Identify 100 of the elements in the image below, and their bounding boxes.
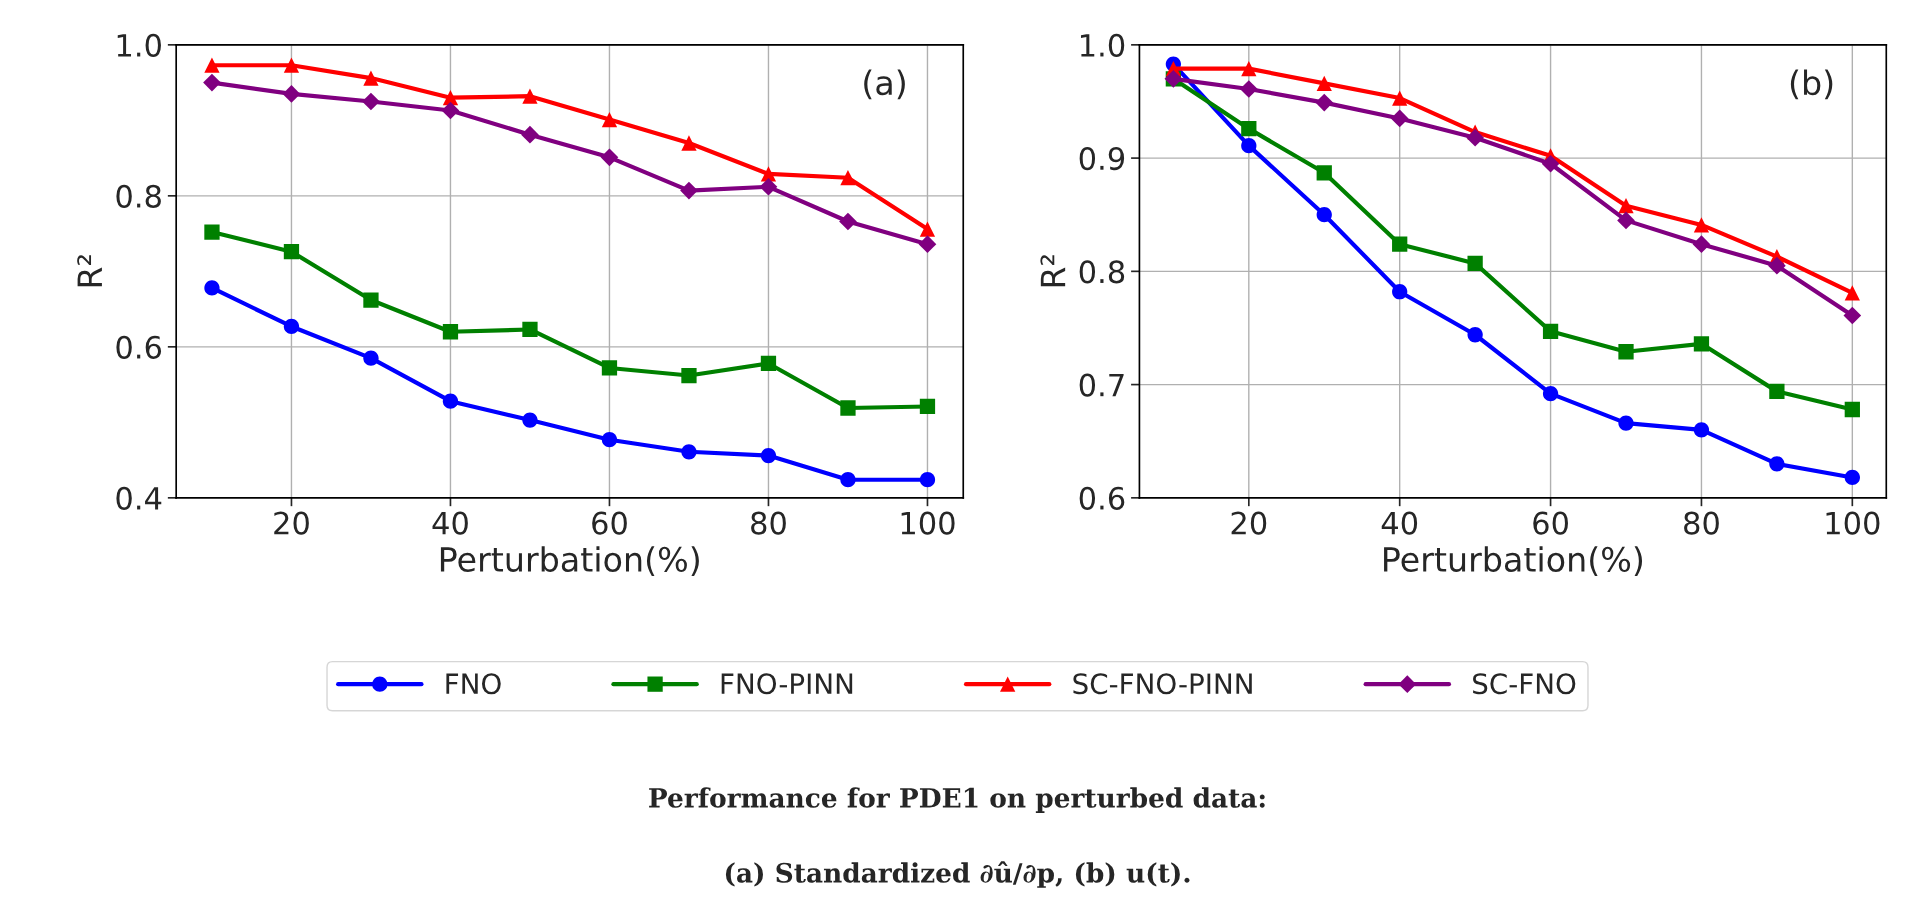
x-tick-label: 40	[432, 511, 468, 535]
point	[204, 224, 220, 240]
point	[1618, 344, 1634, 360]
point	[1316, 165, 1332, 181]
x-tick-label: 60	[592, 511, 627, 535]
point	[681, 444, 697, 460]
point	[601, 111, 618, 128]
point	[759, 177, 778, 196]
point	[1392, 90, 1408, 106]
y-tick-label: 1.0	[1080, 33, 1125, 57]
point	[1316, 207, 1332, 223]
legend-label: FNO	[446, 673, 501, 695]
point	[1843, 306, 1862, 325]
point	[283, 244, 300, 260]
point	[1541, 154, 1560, 173]
point	[1316, 75, 1332, 91]
point	[1239, 80, 1258, 98]
legend-label: FNO-PINN	[721, 673, 853, 695]
x-axis-title: Perturbation(%)	[1384, 546, 1643, 576]
point	[919, 472, 936, 488]
point	[1618, 415, 1634, 431]
point	[1241, 138, 1257, 154]
point	[1466, 128, 1484, 147]
point	[680, 181, 698, 200]
point	[1315, 93, 1334, 112]
point	[681, 367, 697, 384]
point	[1542, 323, 1559, 339]
point	[1769, 456, 1785, 472]
point	[1692, 235, 1711, 253]
point	[840, 472, 856, 488]
point	[442, 324, 459, 340]
y-tick-label: 0.7	[1079, 373, 1124, 397]
point	[601, 432, 618, 448]
x-axis-title: Perturbation(%)	[440, 546, 699, 576]
point	[203, 73, 221, 92]
legend-label: SC-FNO	[1473, 673, 1576, 695]
point	[522, 321, 538, 338]
point	[840, 170, 856, 186]
point	[1542, 386, 1559, 402]
point	[1467, 255, 1483, 272]
point	[760, 447, 777, 464]
point	[1241, 60, 1257, 77]
x-tick-label: 100	[901, 511, 955, 535]
point	[601, 360, 618, 376]
point	[363, 292, 379, 308]
point	[681, 135, 697, 151]
point	[1467, 327, 1483, 343]
point	[1769, 383, 1785, 400]
point	[1844, 469, 1860, 486]
point	[283, 318, 300, 335]
x-tick-label: 100	[1826, 511, 1880, 535]
point	[1844, 285, 1860, 301]
point	[204, 57, 220, 73]
point	[522, 88, 538, 104]
point	[522, 412, 538, 428]
point	[840, 400, 856, 416]
point	[1618, 198, 1634, 214]
y-axis-title: R²	[77, 255, 102, 287]
point	[282, 85, 301, 103]
point	[363, 350, 379, 366]
point	[1693, 217, 1710, 233]
y-tick-label: 0.8	[1079, 260, 1125, 284]
annotation: (b)	[1790, 69, 1833, 100]
point	[918, 235, 937, 253]
point	[1392, 236, 1408, 252]
y-tick-label: 0.8	[116, 184, 161, 208]
legend-label: SC-FNO-PINN	[1073, 673, 1252, 695]
annotation: (a)	[864, 69, 905, 100]
y-axis-title: R²	[1040, 255, 1066, 287]
x-tick-label: 80	[751, 511, 786, 535]
point	[362, 92, 380, 111]
point	[1390, 109, 1409, 128]
point	[839, 212, 857, 231]
x-tick-label: 80	[1684, 511, 1719, 535]
point	[1693, 336, 1710, 352]
point	[919, 221, 936, 237]
x-tick-label: 40	[1381, 511, 1418, 535]
x-tick-label: 20	[274, 511, 309, 535]
point	[442, 393, 459, 409]
point	[760, 355, 777, 372]
y-tick-label: 0.9	[1079, 147, 1125, 171]
point	[919, 398, 936, 415]
text: (a) Standardized ∂û/∂p, (b) u(t).	[725, 861, 1190, 888]
point	[600, 148, 619, 167]
x-tick-label: 20	[1231, 511, 1267, 535]
point	[1392, 284, 1408, 300]
point	[1768, 256, 1786, 275]
point	[1844, 401, 1860, 418]
point	[363, 70, 379, 86]
point	[441, 101, 460, 120]
point	[1693, 422, 1710, 438]
x-tick-label: 60	[1533, 511, 1568, 535]
point	[283, 57, 300, 73]
point	[204, 280, 220, 296]
y-tick-label: 0.6	[1079, 486, 1125, 510]
point	[1241, 121, 1257, 137]
point	[521, 125, 539, 144]
y-tick-label: 1.0	[117, 33, 161, 57]
point	[1617, 211, 1635, 230]
y-tick-label: 0.6	[116, 335, 162, 359]
